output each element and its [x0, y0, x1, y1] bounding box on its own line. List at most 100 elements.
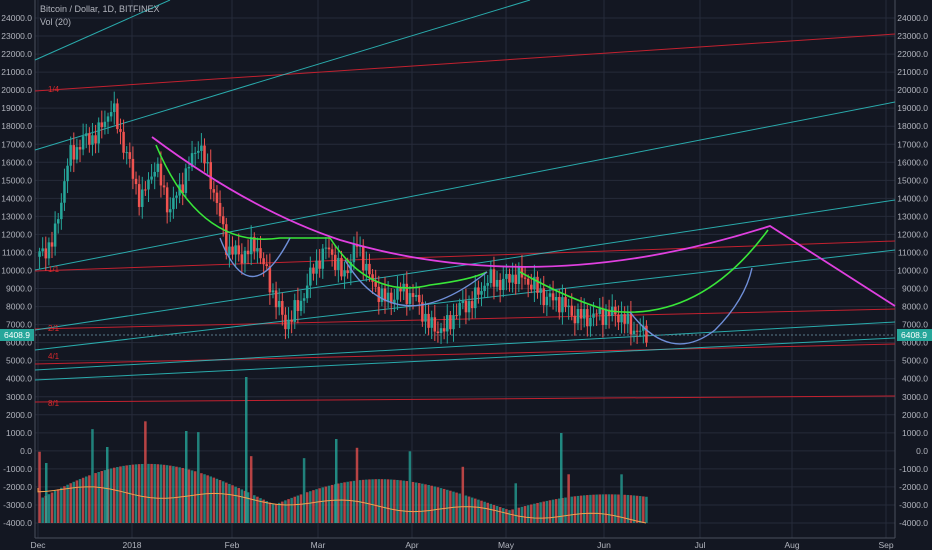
candle-body: [604, 309, 608, 326]
candle-body: [542, 288, 545, 306]
volume-bar: [318, 488, 321, 523]
volume-bar: [327, 485, 331, 523]
candle-body: [153, 171, 156, 177]
y-tick-label-left: 7000.0: [6, 320, 32, 330]
candle-body: [84, 133, 88, 137]
volume-bar: [393, 479, 396, 523]
volume-bar: [72, 481, 76, 523]
volume-bar: [486, 502, 489, 523]
volume-bar: [626, 494, 630, 523]
green-cup-3: [519, 229, 769, 313]
candle-body: [567, 305, 570, 308]
volume-bar: [595, 494, 598, 523]
ratio-label: 8/1: [48, 399, 60, 408]
candle-body: [505, 273, 508, 279]
volume-bar: [570, 496, 574, 523]
volume-bar: [396, 479, 399, 523]
y-tick-label-right: 4000.0: [902, 374, 928, 384]
y-tick-label-left: 6000.0: [6, 338, 32, 348]
candle-body: [346, 270, 349, 274]
volume-bar: [617, 494, 620, 523]
candle-body: [305, 285, 309, 299]
candle-body: [508, 273, 511, 283]
volume-bar: [592, 494, 595, 523]
volume-spike: [45, 463, 48, 523]
candle-body: [150, 176, 153, 180]
y-tick-label-left: 20000.0: [1, 85, 32, 95]
candle-body: [405, 283, 409, 304]
candle-body: [277, 301, 281, 308]
y-tick-label-right: 3000.0: [902, 392, 928, 402]
x-tick-label: May: [498, 540, 515, 550]
volume-bar: [446, 489, 449, 523]
volume-bar: [309, 491, 312, 523]
volume-bar: [414, 482, 418, 523]
candle-body: [573, 315, 577, 324]
volume-bar: [620, 474, 623, 523]
volume-bar: [508, 510, 511, 523]
ratio-label: 1/1: [48, 265, 60, 274]
x-tick-label: Jul: [695, 540, 706, 550]
candle-body: [436, 331, 440, 333]
volume-bar: [604, 494, 608, 523]
candle-body: [312, 267, 315, 274]
y-tick-label-left: -1000.0: [3, 464, 32, 474]
volume-bar: [383, 479, 387, 523]
y-tick-label-left: -3000.0: [3, 500, 32, 510]
volume-bar: [421, 483, 424, 523]
candle-body: [333, 254, 337, 270]
volume-bar: [159, 464, 163, 523]
volume-bar: [349, 481, 353, 523]
candle-body: [545, 296, 549, 306]
candle-body: [122, 131, 125, 153]
y-tick-label-right: 9000.0: [902, 284, 928, 294]
volume-bar: [193, 471, 197, 523]
candle-body: [169, 209, 172, 213]
candle-body: [561, 297, 564, 313]
teal-trend-line: [34, 0, 531, 151]
y-tick-label-left: 15000.0: [1, 175, 32, 185]
candle-body: [41, 248, 44, 252]
last-price-badge-left: [0, 329, 34, 341]
candle-body: [200, 145, 203, 151]
volume-bar: [312, 490, 315, 523]
candle-body: [47, 242, 51, 259]
candle-body: [464, 300, 468, 313]
grid-lines: [34, 0, 896, 539]
candle-body: [551, 293, 555, 301]
volume-bar: [536, 502, 539, 523]
volume-bar: [558, 498, 561, 523]
volume-bar: [228, 483, 231, 523]
volume-bar: [315, 489, 318, 523]
volume-bar: [579, 495, 583, 523]
candle-body: [197, 150, 200, 153]
volume-bar: [374, 479, 377, 523]
candle-body: [221, 216, 225, 225]
volume-bar: [302, 458, 306, 523]
y-tick-label-left: 11000.0: [2, 247, 32, 257]
volume-bar: [433, 486, 437, 523]
candle-body: [119, 129, 122, 132]
y-tick-label-left: -4000.0: [3, 518, 32, 528]
candle-body: [268, 266, 272, 293]
candle-body: [340, 257, 343, 277]
candle-body: [109, 112, 113, 117]
y-tick-label-left: 10000.0: [1, 266, 32, 276]
volume-bar: [573, 496, 577, 523]
candle-body: [371, 274, 374, 282]
volume-bar: [153, 464, 156, 523]
candle-body: [427, 313, 430, 328]
candle-body: [330, 249, 334, 255]
candle-body: [480, 291, 483, 295]
volume-bar: [642, 496, 645, 523]
ratio-label: 2/1: [48, 324, 60, 333]
candle-body: [106, 116, 110, 122]
volume-bar: [249, 456, 253, 523]
volume-bar: [520, 506, 524, 523]
volume-bar: [190, 470, 194, 523]
volume-bar: [209, 476, 212, 523]
candle-body: [389, 292, 393, 304]
candle-body: [321, 248, 325, 269]
volume-bar: [458, 493, 461, 523]
